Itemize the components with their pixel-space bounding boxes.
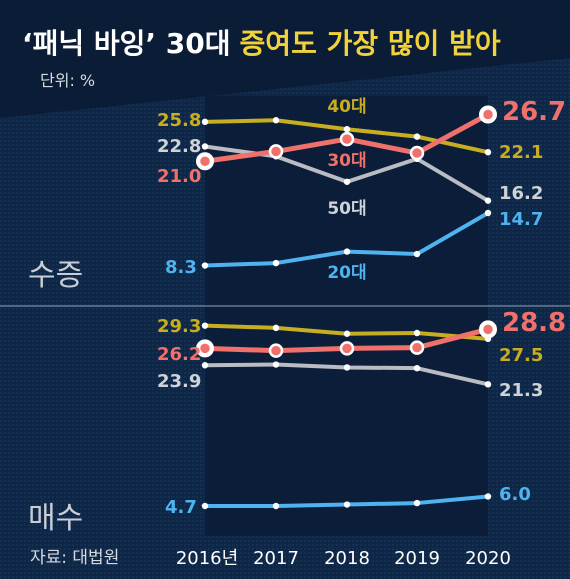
unit-label: 단위: % (40, 71, 95, 90)
point-s30-2020 (480, 107, 496, 122)
source-label: 자료: 대법원 (30, 548, 119, 568)
start-value-s40: 25.8 (157, 110, 201, 131)
point-s20-2016년 (201, 502, 209, 510)
end-value-s50: 21.3 (499, 380, 543, 401)
panel-gift: 8.3 14.7 20대 22.8 16.2 50대 25.8 22.1 40대 21.0 26.7… (157, 97, 566, 283)
point-s40-2018 (343, 126, 351, 133)
series-name-s30: 30대 (327, 151, 366, 171)
x-tick-2020: 2020 (465, 548, 511, 569)
point-s40-2017 (272, 324, 280, 332)
end-value-s40: 22.1 (499, 142, 543, 163)
series-name-s50: 50대 (327, 199, 366, 219)
point-s40-2016년 (201, 118, 209, 126)
point-s40-2017 (272, 117, 280, 124)
title-part2: 증여도 가장 많이 받아 (240, 27, 501, 60)
x-tick-2016년: 2016년 (176, 548, 238, 569)
point-s30-2018 (339, 131, 355, 147)
point-s40-2020 (484, 149, 492, 156)
point-s20-2017 (272, 259, 280, 267)
point-s50-2019 (413, 364, 421, 372)
plot-band (205, 96, 488, 536)
chart-title: ‘패닉 바잉’ 30대 증여도 가장 많이 받아 (22, 27, 501, 60)
start-value-s20: 8.3 (165, 257, 197, 278)
point-s50-2016년 (201, 143, 209, 150)
point-s30-2018 (339, 341, 355, 356)
panel-label-gift: 수증 (28, 258, 83, 293)
point-s50-2016년 (201, 362, 209, 369)
point-s20-2018 (343, 501, 351, 508)
start-value-s50: 22.8 (157, 136, 201, 157)
point-s50-2018 (343, 364, 351, 371)
point-s40-2019 (413, 133, 421, 140)
point-s30-2017 (268, 144, 284, 159)
point-ring-s30 (196, 152, 214, 171)
start-value-s20: 4.7 (165, 497, 197, 518)
point-s20-2019 (413, 250, 421, 258)
point-ring-s30 (479, 105, 497, 124)
panel-label-purchase: 매수 (28, 501, 83, 536)
point-s20-2020 (484, 209, 492, 217)
end-value-s30: 28.8 (502, 308, 566, 338)
point-ring-s30 (479, 320, 497, 339)
end-value-s20: 14.7 (499, 209, 543, 230)
point-s40-2016년 (201, 322, 209, 329)
start-value-s30: 21.0 (157, 166, 201, 187)
x-tick-2017: 2017 (253, 548, 299, 569)
point-s40-2018 (343, 330, 351, 337)
point-s20-2017 (272, 502, 280, 510)
x-tick-2018: 2018 (324, 548, 370, 569)
title-band (0, 0, 570, 118)
x-tick-2019: 2019 (394, 548, 440, 569)
end-value-s40: 27.5 (499, 345, 543, 366)
end-value-s30: 26.7 (502, 97, 566, 127)
point-s50-2020 (484, 197, 492, 204)
start-value-s40: 29.3 (157, 316, 201, 337)
point-s20-2020 (484, 493, 492, 500)
point-s50-2018 (343, 178, 351, 185)
series-name-s40: 40대 (327, 97, 366, 117)
end-value-s20: 6.0 (499, 484, 531, 505)
title-part1: ‘패닉 바잉’ 30대 (22, 27, 231, 60)
point-s30-2019 (409, 145, 425, 161)
end-value-s50: 16.2 (499, 183, 543, 204)
panel-purchase: 4.7 6.0 23.9 21.3 29.3 27.5 26.2 28.8 (157, 308, 566, 518)
point-s50-2020 (484, 381, 492, 388)
point-s30-2020 (480, 322, 496, 337)
point-s20-2018 (343, 248, 351, 255)
point-s40-2019 (413, 329, 421, 337)
point-ring-s30 (196, 339, 214, 358)
point-s20-2019 (413, 499, 421, 507)
series-name-s20: 20대 (327, 263, 366, 283)
point-s30-2019 (409, 340, 425, 355)
point-s50-2017 (272, 361, 280, 368)
point-s20-2016년 (201, 262, 209, 269)
x-axis: 2016년 2017 2018 2019 2020 (176, 548, 511, 569)
start-value-s50: 23.9 (157, 371, 201, 392)
chart-marks: 8.3 14.7 20대 22.8 16.2 50대 25.8 22.1 40대 21.0 26.7… (157, 97, 566, 518)
start-value-s30: 26.2 (157, 344, 201, 365)
point-s30-2017 (268, 343, 284, 358)
